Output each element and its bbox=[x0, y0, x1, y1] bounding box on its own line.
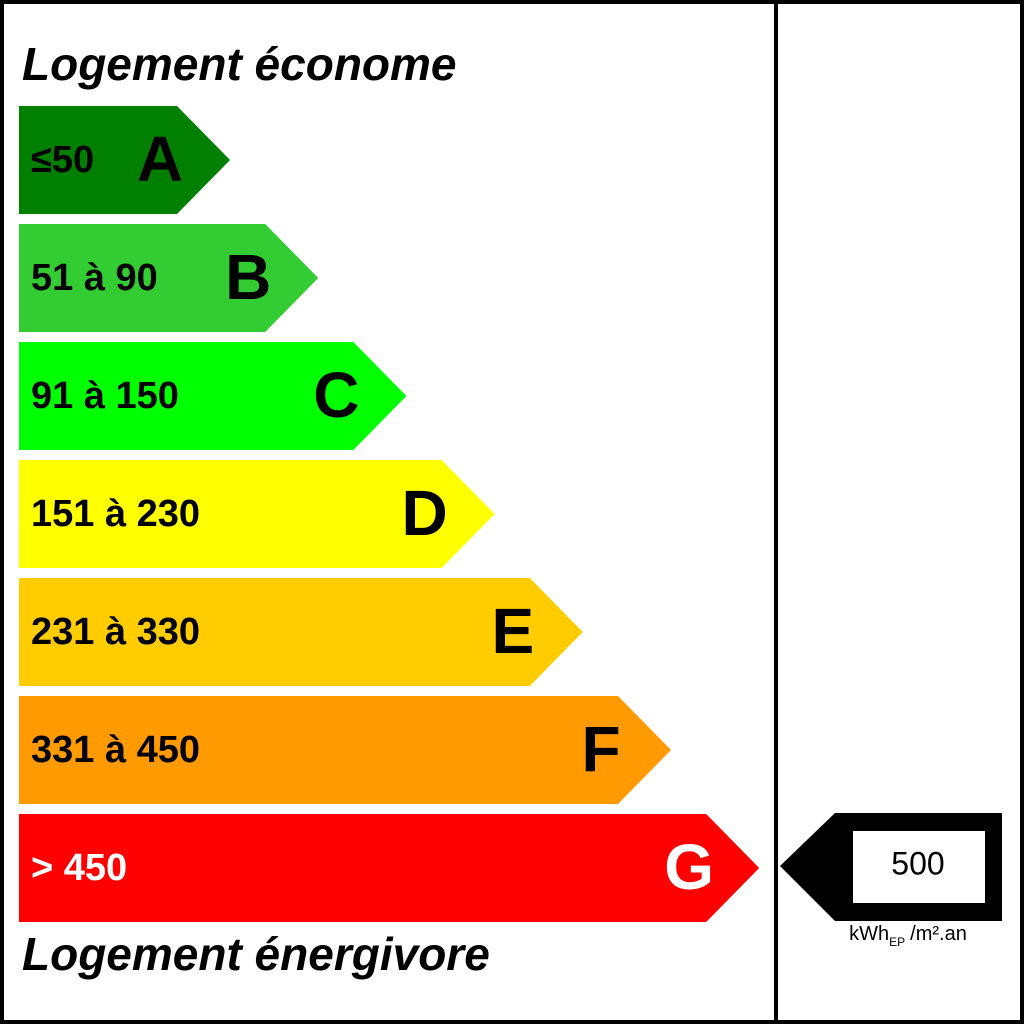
class-range: > 450 bbox=[31, 847, 127, 889]
header-title: Logement économe bbox=[22, 38, 457, 90]
class-range: 331 à 450 bbox=[31, 729, 200, 771]
class-range: 231 à 330 bbox=[31, 611, 200, 653]
class-range: 151 à 230 bbox=[31, 493, 200, 535]
footer-title: Logement énergivore bbox=[22, 928, 490, 980]
class-bar bbox=[19, 460, 495, 568]
unit-sub: EP bbox=[889, 935, 905, 949]
indicator-unit: kWhEP/m².an bbox=[849, 923, 967, 949]
class-range: 91 à 150 bbox=[31, 375, 179, 417]
class-letter: F bbox=[581, 713, 620, 785]
class-range: ≤50 bbox=[31, 139, 94, 181]
class-bar bbox=[19, 224, 319, 332]
class-bar bbox=[19, 106, 230, 214]
class-bar bbox=[19, 696, 671, 804]
class-range: 51 à 90 bbox=[31, 257, 158, 299]
class-letter: G bbox=[664, 831, 714, 903]
unit-rest: /m².an bbox=[910, 923, 967, 945]
class-bar bbox=[19, 814, 760, 922]
class-letter: E bbox=[491, 595, 534, 667]
indicator-value: 500 bbox=[891, 845, 944, 881]
class-letter: A bbox=[137, 123, 183, 195]
unit: kWh bbox=[849, 923, 889, 945]
class-letter: D bbox=[401, 477, 447, 549]
class-bar bbox=[19, 342, 407, 450]
class-letter: C bbox=[313, 359, 359, 431]
indicator-box bbox=[853, 831, 985, 903]
class-bar bbox=[19, 578, 583, 686]
class-letter: B bbox=[225, 241, 271, 313]
